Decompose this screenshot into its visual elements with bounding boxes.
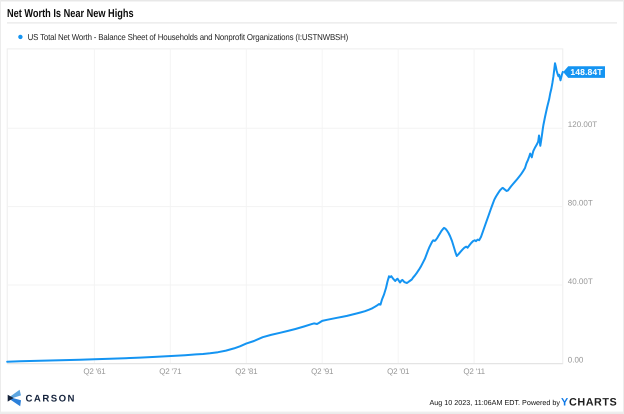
svg-text:Q2 '61: Q2 '61: [83, 367, 106, 376]
svg-text:Q2 '91: Q2 '91: [311, 367, 334, 376]
svg-text:0.00: 0.00: [568, 355, 584, 364]
svg-text:120.00T: 120.00T: [568, 120, 597, 129]
svg-text:Q2 '01: Q2 '01: [387, 367, 410, 376]
svg-text:US Total Net Worth - Balance S: US Total Net Worth - Balance Sheet of Ho…: [28, 32, 349, 42]
svg-text:Y: Y: [561, 396, 569, 408]
svg-text:Q2 '71: Q2 '71: [159, 367, 182, 376]
svg-text:Q2 '11: Q2 '11: [463, 367, 485, 376]
svg-text:Net Worth Is Near New Highs: Net Worth Is Near New Highs: [7, 8, 134, 20]
svg-text:CARSON: CARSON: [26, 394, 76, 405]
svg-text:Aug 10 2023, 11:06AM EDT. Powe: Aug 10 2023, 11:06AM EDT. Powered by: [429, 398, 560, 407]
svg-text:80.00T: 80.00T: [568, 198, 593, 207]
svg-text:Q2 '81: Q2 '81: [235, 367, 258, 376]
svg-text:CHARTS: CHARTS: [569, 396, 617, 408]
svg-text:148.84T: 148.84T: [570, 67, 603, 77]
svg-text:40.00T: 40.00T: [568, 277, 593, 286]
